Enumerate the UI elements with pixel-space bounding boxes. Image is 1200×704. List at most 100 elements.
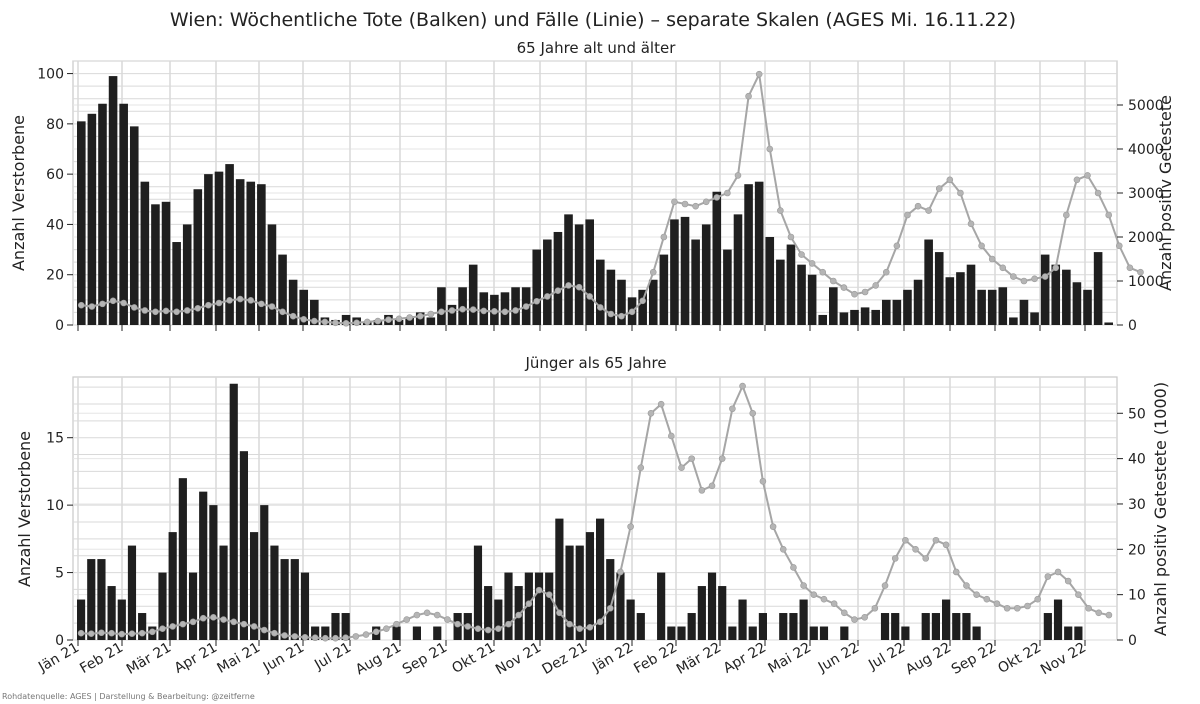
- panel-65-plus-cases-point: [787, 233, 795, 241]
- panel-65-plus-cases-point: [448, 307, 456, 314]
- panel-65-plus-bar: [225, 164, 234, 325]
- panel-under-65-bar: [107, 586, 116, 640]
- panel-65-plus-cases-point: [363, 318, 371, 326]
- panel-65-plus-cases-point: [586, 293, 594, 300]
- panel-65-plus-cases-point: [469, 306, 477, 313]
- panel-65-plus-bar: [574, 224, 584, 325]
- panel-65-plus-bar: [786, 244, 796, 325]
- panel-65-plus-cases-point: [99, 300, 106, 308]
- panel-65-plus-cases-point: [300, 315, 308, 323]
- panel-under-65-cases-point: [1095, 609, 1103, 617]
- panel-65-plus-bar: [532, 249, 542, 325]
- panel-under-65-bar: [687, 613, 696, 640]
- panel-65-plus-cases-point: [1020, 277, 1028, 285]
- panel-65-plus-cases-point: [671, 198, 678, 206]
- panel-under-65-bar: [229, 383, 238, 640]
- panel-65-plus-cases-point: [152, 308, 159, 316]
- panel-65-plus-cases-point: [808, 260, 816, 267]
- panel-65-plus-bar: [214, 171, 224, 325]
- panel-65-plus-bar: [892, 299, 902, 325]
- panel-under-65-cases-point: [87, 630, 95, 637]
- panel-65-plus-cases-point: [342, 319, 350, 327]
- panel-under-65-cases-point: [1044, 573, 1052, 580]
- panel-65-plus-bar: [754, 181, 764, 325]
- x-month-label: Feb 21: [77, 640, 126, 677]
- panel-65-plus-cases-point: [935, 185, 943, 192]
- panel-under-65-bar: [199, 491, 208, 640]
- panel-under-65-bar: [138, 613, 147, 640]
- panel-65-plus-cases-point: [77, 301, 85, 309]
- panel-under-65-bar: [473, 545, 483, 640]
- source-note: Rohdatenquelle: AGES | Darstellung & Bea…: [2, 692, 255, 701]
- panel-65-plus-bar: [426, 317, 436, 325]
- panel-under-65-bar: [596, 518, 605, 640]
- panel-65-plus-bar: [119, 103, 128, 325]
- panel-65-plus-bar: [797, 264, 806, 325]
- panel-65-plus-cases-point: [1031, 275, 1038, 283]
- panel-under-65-bar: [188, 572, 198, 640]
- panel-65-plus-bar: [977, 289, 986, 325]
- panel-65-plus-bar: [151, 204, 160, 325]
- panel-under-65-bar: [728, 626, 737, 640]
- panel-65-plus-bar: [468, 264, 478, 325]
- panel-65-plus-bar: [267, 224, 277, 325]
- panel-65-plus-bar: [543, 239, 552, 325]
- panel-under-65-cases-point: [250, 623, 258, 630]
- panel-under-65-ytick-right-label: 40: [1128, 452, 1146, 468]
- panel-under-65-cases-point: [993, 600, 1001, 608]
- panel-65-plus-bar: [1009, 317, 1018, 325]
- panel-under-65-bar: [219, 545, 228, 640]
- panel-65-plus-cases-point: [861, 288, 869, 296]
- panel-under-65-cases-point: [1014, 604, 1021, 612]
- panel-65-plus-bar: [310, 299, 319, 325]
- panel-under-65-cases-point: [77, 629, 85, 637]
- panel-65-plus-bar: [701, 224, 711, 325]
- panel-65-plus-cases-point: [1126, 264, 1134, 272]
- panel-under-65-bar: [707, 572, 717, 640]
- panel-under-65-cases-point: [474, 625, 482, 632]
- panel-65-plus-bar: [934, 252, 944, 325]
- panel-under-65-plot-area: [72, 376, 1118, 641]
- panel-65-plus-bar: [87, 113, 97, 325]
- panel-under-65-bar: [636, 613, 645, 640]
- panel-under-65-cases-point: [861, 614, 868, 621]
- panel-65-plus-bar: [648, 279, 658, 325]
- panel-65-plus-cases-point: [332, 319, 339, 327]
- panel-under-65-cases-point: [830, 600, 838, 608]
- panel-65-plus-cases-point: [512, 307, 519, 314]
- panel-65-plus-cases-point: [819, 268, 827, 276]
- panel-65-plus-bar: [1030, 312, 1039, 325]
- panel-65-plus-bar: [807, 274, 817, 325]
- panel-under-65-bar: [880, 613, 890, 640]
- panel-65-plus-bar: [670, 219, 679, 325]
- panel-under-65-cases-point: [515, 611, 522, 619]
- panel-65-plus-cases-point: [575, 283, 583, 291]
- panel-65-plus-bar: [966, 264, 976, 325]
- panel-65-plus-bar: [881, 299, 891, 325]
- x-month-label: Jul 21: [311, 640, 354, 674]
- panel-under-65-bar: [626, 599, 635, 640]
- panel-under-65-cases-point: [1003, 604, 1011, 612]
- panel-under-65-bar: [331, 613, 340, 640]
- panel-65-plus-bar: [606, 269, 616, 325]
- panel-under-65-bar: [931, 613, 940, 640]
- panel-65-plus-cases-point: [395, 315, 403, 323]
- panel-65-plus-ytick-right-label: 0: [1128, 318, 1137, 334]
- panel-under-65-bar: [748, 626, 757, 640]
- panel-65-plus-cases-point: [766, 145, 774, 153]
- panel-under-65-bar: [779, 613, 788, 640]
- panel-under-65-cases-point: [932, 536, 940, 544]
- panel-under-65-bar: [250, 532, 259, 640]
- panel-65-plus-bar: [744, 184, 753, 325]
- panel-under-65-cases-point: [271, 629, 278, 637]
- panel-under-65-cases-point: [1085, 604, 1092, 612]
- panel-under-65-bar: [565, 545, 574, 640]
- panel-under-65-bar: [952, 613, 961, 640]
- panel-under-65-cases-point: [230, 618, 238, 626]
- panel-under-65-cases-point: [535, 586, 543, 594]
- panel-under-65-cases-point: [433, 611, 441, 619]
- panel-65-plus-bar: [617, 279, 626, 325]
- panel-65-plus-cases-point: [840, 284, 848, 291]
- panel-under-65-bar: [504, 572, 513, 640]
- panel-65-plus-cases-point: [215, 299, 223, 307]
